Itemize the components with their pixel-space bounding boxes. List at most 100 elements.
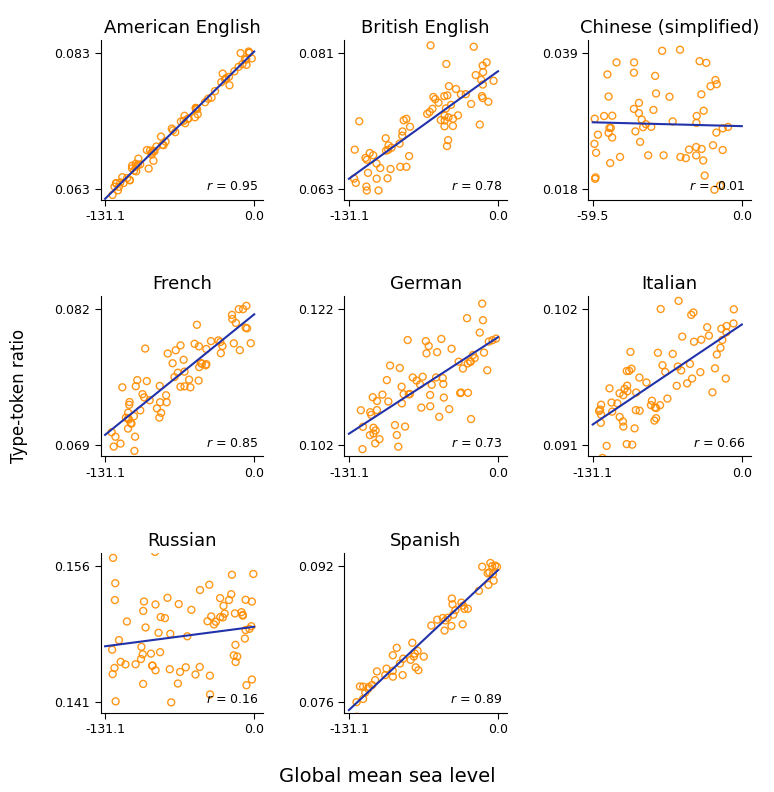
Point xyxy=(477,66,489,78)
Point xyxy=(681,377,694,390)
Point xyxy=(396,397,408,409)
Point xyxy=(639,118,652,131)
Point xyxy=(354,404,367,417)
Point xyxy=(123,396,135,409)
Point xyxy=(214,592,226,604)
Point xyxy=(214,347,227,360)
Point xyxy=(229,638,241,651)
Title: Chinese (simplified): Chinese (simplified) xyxy=(580,19,759,36)
Point xyxy=(108,661,121,674)
Point xyxy=(237,608,249,621)
Point xyxy=(728,317,740,329)
Text: Type-token ratio: Type-token ratio xyxy=(10,329,29,463)
Point xyxy=(147,144,159,157)
Text: $r$ = -0.01: $r$ = -0.01 xyxy=(689,181,746,193)
Point xyxy=(488,574,500,587)
Point xyxy=(598,109,611,122)
Point xyxy=(704,80,717,93)
Point xyxy=(143,394,156,406)
Point xyxy=(369,437,382,450)
Point xyxy=(245,52,258,65)
Point xyxy=(114,176,126,188)
Point xyxy=(486,560,498,573)
Point xyxy=(247,568,259,581)
Point xyxy=(690,109,703,122)
Point xyxy=(389,419,401,432)
Point xyxy=(382,172,394,185)
Point xyxy=(384,360,396,372)
Point xyxy=(119,658,132,671)
Point xyxy=(617,389,629,402)
Point xyxy=(132,158,144,171)
Point xyxy=(138,391,150,404)
Point xyxy=(687,307,700,319)
Point xyxy=(149,598,162,611)
Point xyxy=(720,326,732,339)
Point xyxy=(137,678,149,691)
Point xyxy=(362,680,375,693)
Point xyxy=(128,444,141,457)
Point xyxy=(457,362,469,375)
Point xyxy=(711,126,723,139)
Point xyxy=(440,102,452,115)
Point xyxy=(434,114,447,127)
Point xyxy=(628,422,641,435)
Point xyxy=(483,335,495,348)
Point xyxy=(707,139,719,151)
Point xyxy=(169,126,181,139)
Point xyxy=(446,592,458,605)
Point xyxy=(626,438,639,451)
Point xyxy=(445,342,457,355)
Point xyxy=(478,346,490,359)
Point xyxy=(135,641,148,653)
Point xyxy=(190,101,202,114)
Point xyxy=(650,402,663,414)
Point xyxy=(348,172,361,185)
Point xyxy=(240,53,252,66)
Point xyxy=(210,615,222,628)
Point xyxy=(130,165,142,177)
Point xyxy=(424,39,437,51)
Point xyxy=(224,79,236,92)
Point xyxy=(245,673,258,686)
Point xyxy=(203,578,215,591)
Point xyxy=(674,150,687,163)
Point xyxy=(111,184,124,196)
Point xyxy=(701,321,714,333)
Point xyxy=(683,143,695,156)
Point xyxy=(245,337,257,349)
Point xyxy=(351,696,363,709)
Point xyxy=(235,47,247,59)
Point xyxy=(397,653,409,665)
Point xyxy=(106,188,118,201)
Point xyxy=(424,389,437,402)
Point xyxy=(380,662,392,675)
Point xyxy=(621,364,633,377)
Point xyxy=(589,171,601,184)
Point xyxy=(182,112,194,125)
Point xyxy=(601,68,614,81)
Point xyxy=(435,333,447,345)
Point xyxy=(717,143,729,156)
Text: $r$ = 0.73: $r$ = 0.73 xyxy=(450,437,502,450)
Point xyxy=(108,594,121,607)
Point xyxy=(453,356,465,368)
Point xyxy=(129,158,142,170)
Point xyxy=(695,143,707,155)
Point xyxy=(234,344,246,356)
Point xyxy=(632,107,645,120)
Point xyxy=(413,664,425,676)
Point xyxy=(149,546,161,558)
Point xyxy=(371,173,383,185)
Point xyxy=(178,365,190,378)
Point xyxy=(139,621,152,634)
Point xyxy=(594,408,607,421)
Point xyxy=(202,93,214,105)
Point xyxy=(382,139,395,152)
Point xyxy=(475,74,488,86)
Point xyxy=(403,150,416,162)
Point xyxy=(474,118,486,131)
Point xyxy=(131,374,143,386)
Point xyxy=(183,373,195,386)
Text: $r$ = 0.85: $r$ = 0.85 xyxy=(207,437,259,450)
